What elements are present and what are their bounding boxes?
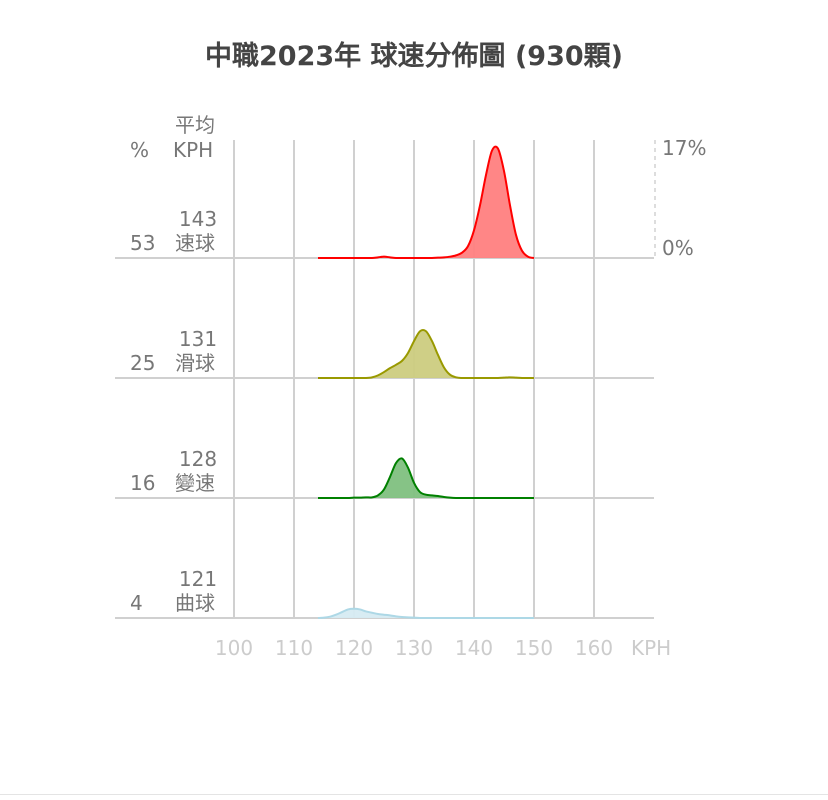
- density-line: [317, 607, 534, 619]
- header-avg-line2: KPH: [173, 138, 213, 162]
- x-tick-label: 100: [215, 636, 253, 660]
- pitch-share: 25: [130, 351, 155, 375]
- pitch-avg-kph: 143: [179, 207, 217, 231]
- pitch-name: 變速: [175, 471, 215, 495]
- x-axis: 100 110 120 130 140 150 160: [215, 636, 613, 660]
- density-area: [318, 608, 534, 618]
- pitch-avg-kph: 131: [179, 327, 217, 351]
- pitch-share: 53: [130, 231, 155, 255]
- density-line: [317, 328, 534, 380]
- x-axis-label: KPH: [631, 636, 671, 660]
- x-tick-label: 140: [455, 636, 493, 660]
- pitch-share: 4: [130, 591, 143, 615]
- density-area: [318, 458, 534, 498]
- density-area: [318, 146, 534, 258]
- chart-title: 中職2023年 球速分佈圖 (930顆): [205, 41, 623, 72]
- pitch-name: 速球: [175, 231, 215, 255]
- pitch-avg-kph: 121: [179, 567, 217, 591]
- density-line: [318, 457, 534, 499]
- pitch-name: 曲球: [175, 591, 215, 615]
- density-line: [317, 145, 535, 260]
- pitch-avg-kph: 128: [179, 447, 217, 471]
- x-tick-label: 120: [335, 636, 373, 660]
- header-avg-line1: 平均: [175, 113, 215, 137]
- x-tick-label: 110: [275, 636, 313, 660]
- y-scale-min: 0%: [662, 236, 694, 260]
- header-pct: %: [130, 138, 149, 162]
- bottom-border: [0, 794, 828, 795]
- x-tick-label: 150: [515, 636, 553, 660]
- pitch-name: 滑球: [175, 351, 215, 375]
- y-scale-max: 17%: [662, 136, 706, 160]
- x-tick-label: 160: [575, 636, 613, 660]
- pitch-share: 16: [130, 471, 155, 495]
- density-area: [318, 329, 534, 378]
- x-tick-label: 130: [395, 636, 433, 660]
